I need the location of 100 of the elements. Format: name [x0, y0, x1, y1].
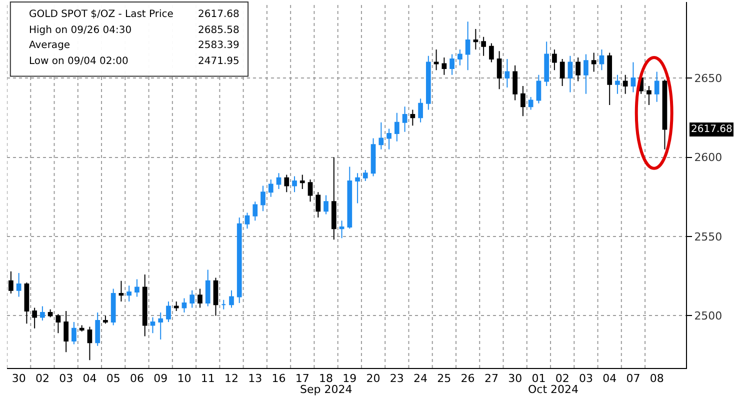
- candlestick: [607, 52, 612, 106]
- candlestick: [24, 282, 30, 324]
- candlestick: [496, 50, 502, 90]
- annotation: Low on 09/04 02:00: [29, 56, 128, 67]
- candlestick: [591, 52, 596, 72]
- candlestick: [8, 270, 14, 294]
- candlestick: [560, 58, 565, 86]
- candlestick: [426, 55, 431, 110]
- candlestick: [95, 312, 100, 346]
- candlestick: [630, 62, 636, 93]
- x-tick-label: 09: [154, 372, 168, 386]
- candlestick: [79, 324, 84, 332]
- x-tick-label: 02: [555, 372, 570, 386]
- candlestick: [300, 174, 305, 190]
- x-tick-label: 03: [578, 372, 593, 386]
- candlestick: [72, 322, 76, 345]
- candlestick: [268, 178, 274, 198]
- candlestick: [221, 299, 226, 310]
- x-tick-label: 10: [177, 372, 192, 386]
- candlestick: [465, 21, 470, 71]
- annotation: 2583.39: [198, 40, 240, 51]
- candlestick: [205, 269, 210, 307]
- candlestick: [347, 166, 352, 230]
- candlestick: [182, 298, 187, 314]
- x-tick-label: 27: [484, 372, 498, 386]
- candlestick: [284, 174, 290, 193]
- x-tick-label: 19: [342, 372, 357, 386]
- candlestick: [40, 306, 45, 321]
- x-tick-label: 30: [508, 372, 522, 386]
- x-tick-label: 02: [35, 372, 50, 386]
- annotation: Average: [29, 40, 70, 51]
- candlestick: [394, 112, 400, 142]
- candlestick: [48, 308, 53, 318]
- candlestick: [489, 42, 494, 63]
- candlestick: [615, 74, 620, 94]
- candlestick: [260, 185, 266, 212]
- annotation: GOLD SPOT $/OZ - Last Price: [29, 9, 174, 20]
- x-tick-label: 12: [224, 372, 238, 386]
- x-tick-label: 23: [390, 372, 404, 386]
- candlestick: [126, 285, 132, 302]
- candlestick: [552, 49, 557, 71]
- candlestick: [576, 56, 581, 82]
- x-tick-label: 24: [414, 372, 428, 386]
- candlestick: [434, 49, 439, 71]
- candlestick: [252, 201, 258, 222]
- x-tick-label: 08: [650, 372, 664, 386]
- candlestick: [316, 192, 321, 218]
- x-tick-label: 06: [130, 372, 144, 386]
- candlestick: [458, 49, 462, 66]
- annotation: 2471.95: [198, 56, 240, 67]
- candlestick: [473, 28, 478, 50]
- candlestick: [481, 36, 486, 56]
- candlestick: [355, 172, 360, 204]
- candlestick: [56, 314, 61, 334]
- x-tick-label: 18: [319, 372, 334, 386]
- candlestick: [536, 74, 542, 104]
- candlestick: [520, 85, 526, 117]
- y-tick-label: 2500: [694, 310, 722, 323]
- candlestick: [410, 109, 416, 126]
- candlestick: [442, 56, 447, 76]
- x-tick-label: 17: [295, 372, 310, 386]
- candlestick: [504, 58, 510, 88]
- x-tick-label: 26: [460, 372, 475, 386]
- candlestick: [276, 172, 282, 190]
- x-tick-label: 04: [82, 372, 97, 386]
- candlestick: [229, 290, 234, 308]
- candlestick: [174, 300, 179, 312]
- x-tick-label: 04: [602, 372, 617, 386]
- annotation: 2617.68: [198, 9, 240, 20]
- x-tick-label: 16: [272, 372, 286, 386]
- x-tick-label: 25: [437, 372, 452, 386]
- candlestick: [339, 220, 344, 239]
- candlestick: [544, 41, 550, 86]
- candlestick: [402, 106, 408, 132]
- candlestick: [386, 128, 392, 150]
- x-tick-label: 13: [248, 372, 262, 386]
- candlestick: [103, 315, 108, 324]
- annotation: High on 09/26 04:30: [29, 25, 132, 36]
- candlestick: [584, 54, 588, 94]
- candlestick: [150, 316, 156, 334]
- x-tick-label: 11: [200, 372, 215, 386]
- x-tick-label: 05: [106, 372, 120, 386]
- x-tick-label: 01: [532, 372, 546, 386]
- candlestick: [64, 310, 69, 353]
- x-tick-label: 20: [366, 372, 380, 386]
- candlestick: [450, 54, 454, 76]
- candlestick: [190, 290, 195, 308]
- annotation: 2685.58: [198, 25, 240, 36]
- candlestick: [158, 312, 164, 340]
- candlestick: [236, 216, 242, 304]
- candlestick: [198, 288, 202, 308]
- candlestick: [110, 288, 116, 326]
- candlestick: [418, 98, 423, 123]
- candlestick: [331, 156, 336, 240]
- text: Oct 2024: [528, 383, 579, 396]
- y-tick-label: 2650: [694, 72, 722, 85]
- candlestick: [134, 278, 140, 298]
- candlestick: [370, 138, 376, 177]
- candlestick: [662, 79, 668, 150]
- text: 2617.68: [691, 124, 732, 135]
